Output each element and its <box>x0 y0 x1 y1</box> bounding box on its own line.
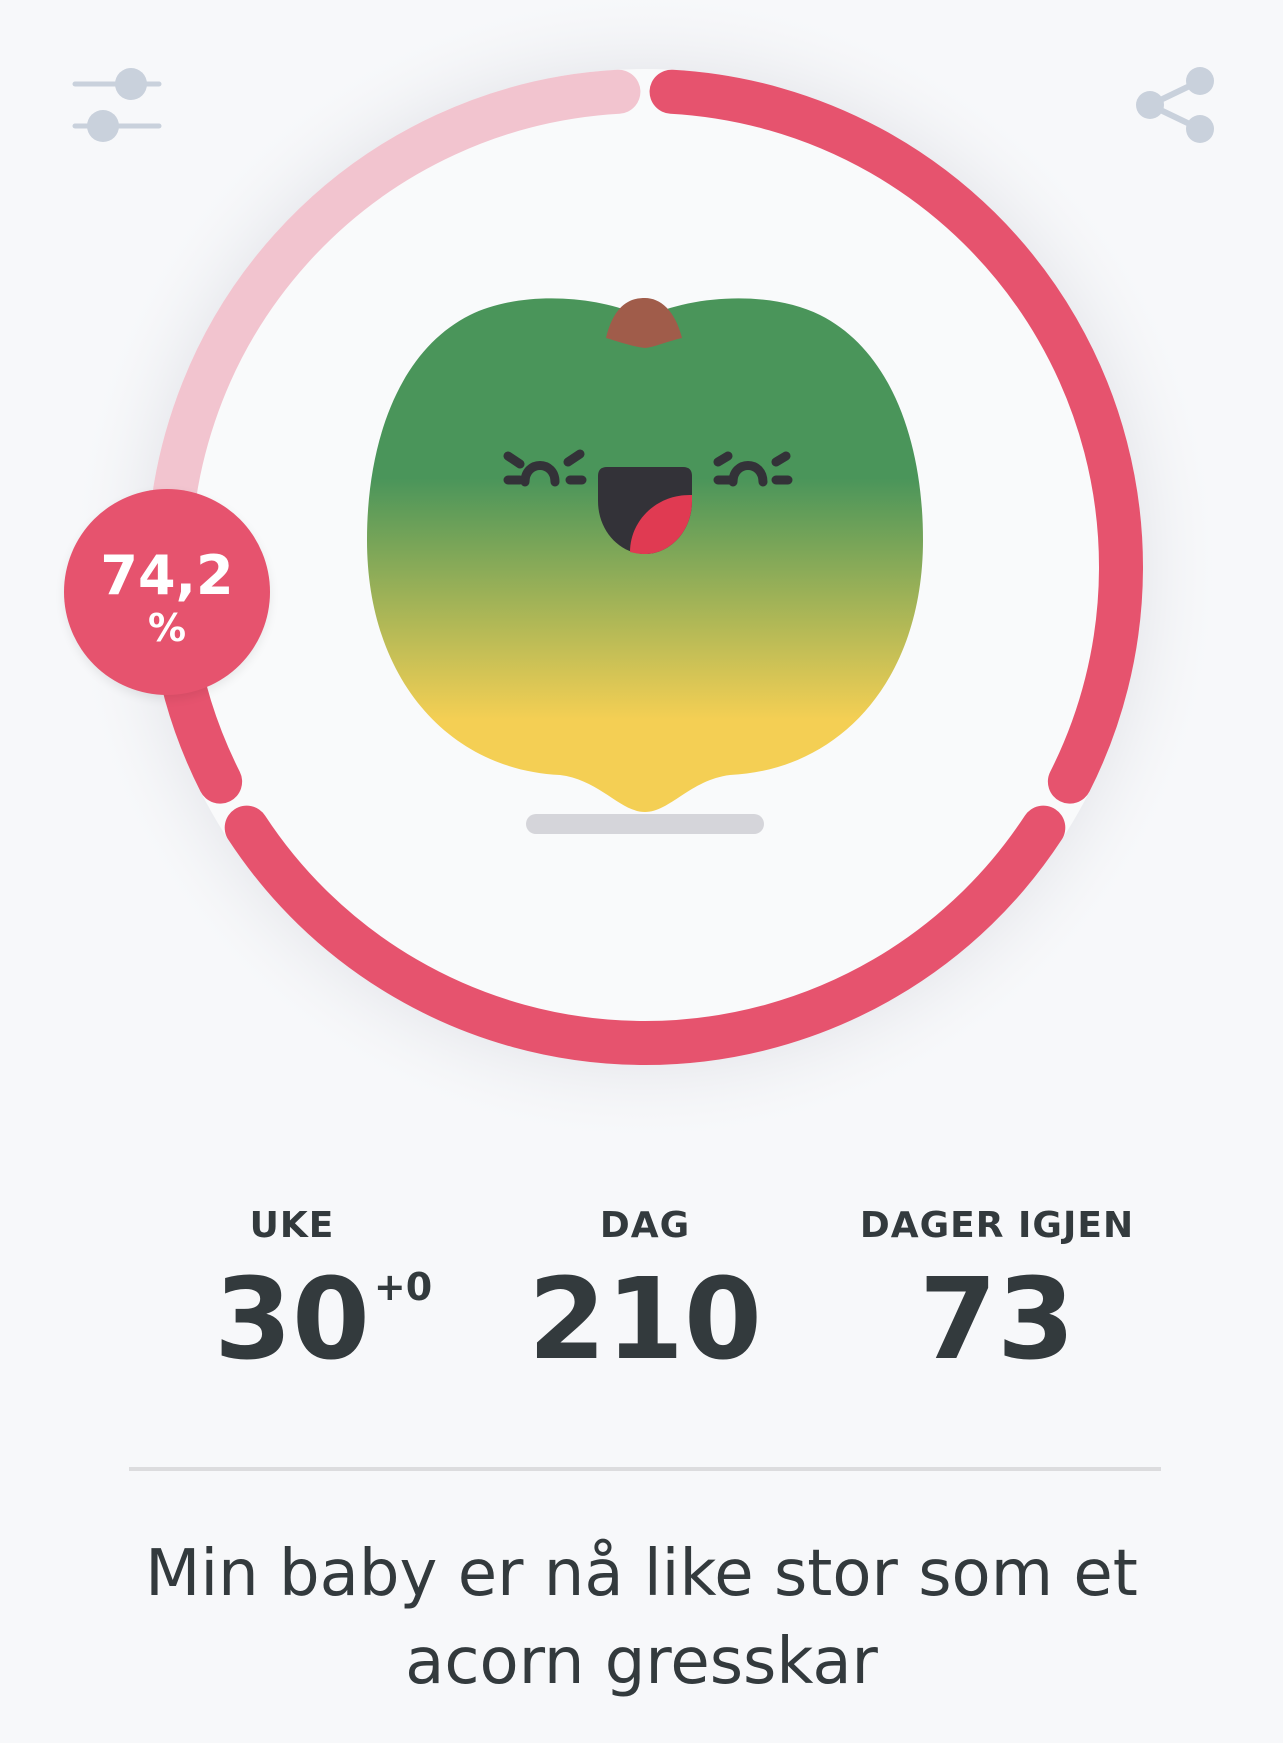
fruit-stem <box>606 298 682 348</box>
stat-day-label: DAG <box>599 1205 691 1246</box>
progress-percent-value: 74,2 <box>100 544 234 607</box>
progress-percent-unit: % <box>147 606 187 650</box>
fruit-face <box>503 449 793 487</box>
remaining-arc <box>147 69 641 613</box>
divider <box>129 1467 1161 1471</box>
stat-days-left-value: 73 <box>919 1255 1075 1385</box>
stat-days-left: DAGER IGJEN 73 <box>817 1205 1177 1376</box>
stat-week-value: 30 <box>214 1255 370 1385</box>
stat-week-days: +0 <box>373 1265 433 1309</box>
sliders-icon <box>72 68 162 142</box>
stat-week: UKE 30 +0 <box>112 1205 472 1376</box>
share-icon <box>1136 67 1214 143</box>
fruit-tongue <box>630 494 692 554</box>
stat-days-left-label: DAGER IGJEN <box>859 1205 1135 1246</box>
stat-week-label: UKE <box>249 1205 335 1246</box>
trimester-2-arc <box>224 805 1066 1065</box>
stat-day: DAG 210 <box>465 1205 825 1376</box>
baby-size-caption: Min baby er nå like stor som et acorn gr… <box>145 1537 1138 1699</box>
progress-percent-badge: 74,2 % <box>64 489 270 695</box>
settings-sliders-button[interactable] <box>70 62 164 146</box>
fruit-shadow <box>526 814 764 834</box>
share-button[interactable] <box>1130 62 1220 148</box>
trimester-1-arc <box>649 69 1143 804</box>
stat-day-value: 210 <box>528 1255 762 1385</box>
fruit-body <box>367 298 923 812</box>
